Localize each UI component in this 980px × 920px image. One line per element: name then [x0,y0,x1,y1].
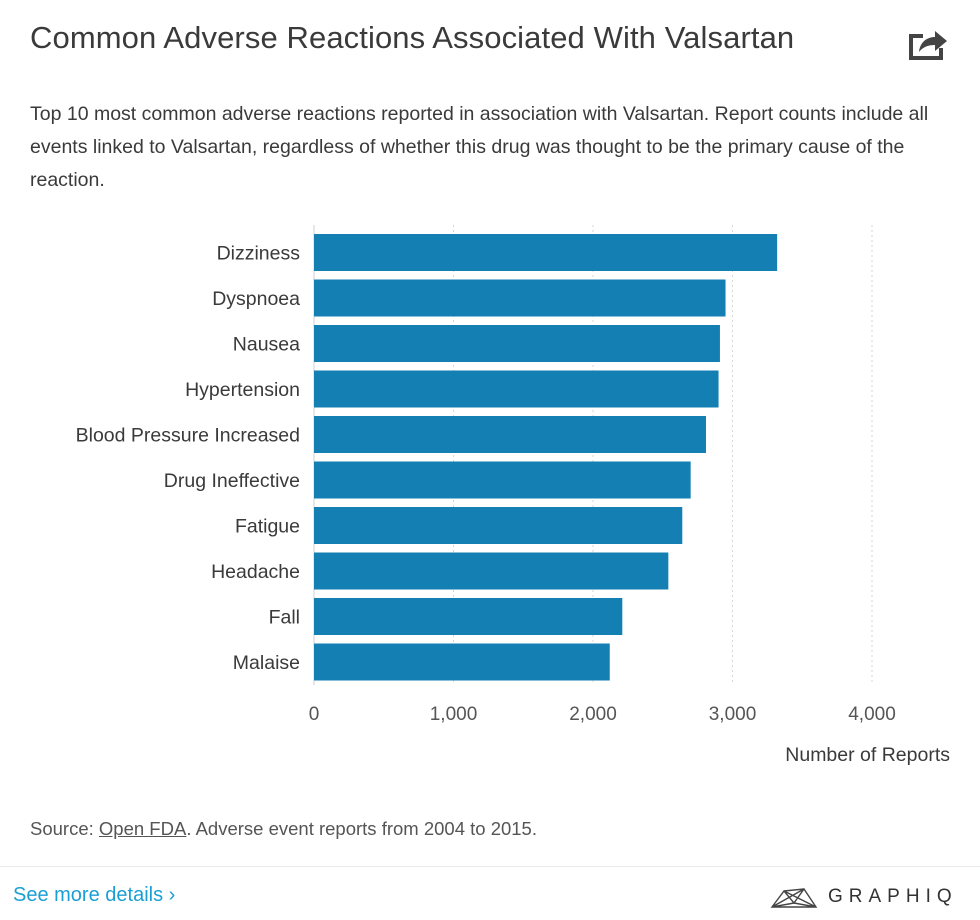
brand-name: GRAPHIQ [828,886,958,907]
bar-headache[interactable] [314,552,669,590]
x-tick-label: 2,000 [569,704,617,725]
see-more-details-link[interactable]: See more details › [13,884,176,906]
category-label: Nausea [233,334,300,356]
bar-fatigue[interactable] [314,507,683,544]
x-tick-label: 4,000 [848,704,896,725]
x-tick-label: 1,000 [430,704,478,725]
category-label: Blood Pressure Increased [76,425,300,447]
category-label: Headache [211,561,300,583]
graphiq-logo-icon [770,887,818,908]
bars [314,234,778,681]
x-tick-label: 3,000 [709,704,757,725]
bar-malaise[interactable] [314,643,610,681]
bar-chart: Dizziness Dyspnoea Nausea Hypertension Blood… [76,225,950,766]
bar-hypertension[interactable] [314,370,719,408]
source-suffix: . Adverse event reports from 2004 to 201… [186,818,537,839]
graphiq-brand[interactable]: GRAPHIQ [770,882,958,912]
bar-dizziness[interactable] [314,234,778,271]
chart-title: Common Adverse Reactions Associated With… [30,20,795,55]
footer-divider [0,866,980,867]
open-fda-link[interactable]: Open FDA [98,818,187,839]
x-tick-labels: 0 1,000 2,000 3,000 4,000 [309,704,896,725]
bar-blood-pressure-increased[interactable] [314,416,706,453]
source-note: Source: Open FDA. Adverse event reports … [30,818,537,840]
bar-nausea[interactable] [314,325,720,362]
category-label: Hypertension [185,379,300,401]
category-label: Dizziness [217,243,301,265]
bar-dyspnoea[interactable] [314,279,726,317]
chart-subtitle: Top 10 most common adverse reactions rep… [30,103,929,191]
x-axis-label: Number of Reports [785,744,950,766]
category-label: Malaise [233,652,300,674]
category-label: Fall [269,607,300,629]
source-prefix: Source: [30,818,99,839]
bar-fall[interactable] [314,598,623,635]
category-label: Fatigue [235,516,300,538]
share-icon[interactable] [905,22,949,62]
category-label: Drug Ineffective [164,470,300,492]
category-labels: Dizziness Dyspnoea Nausea Hypertension Blood… [76,243,301,675]
category-label: Dyspnoea [212,288,300,310]
x-tick-label: 0 [309,704,320,725]
bar-drug-ineffective[interactable] [314,461,691,499]
